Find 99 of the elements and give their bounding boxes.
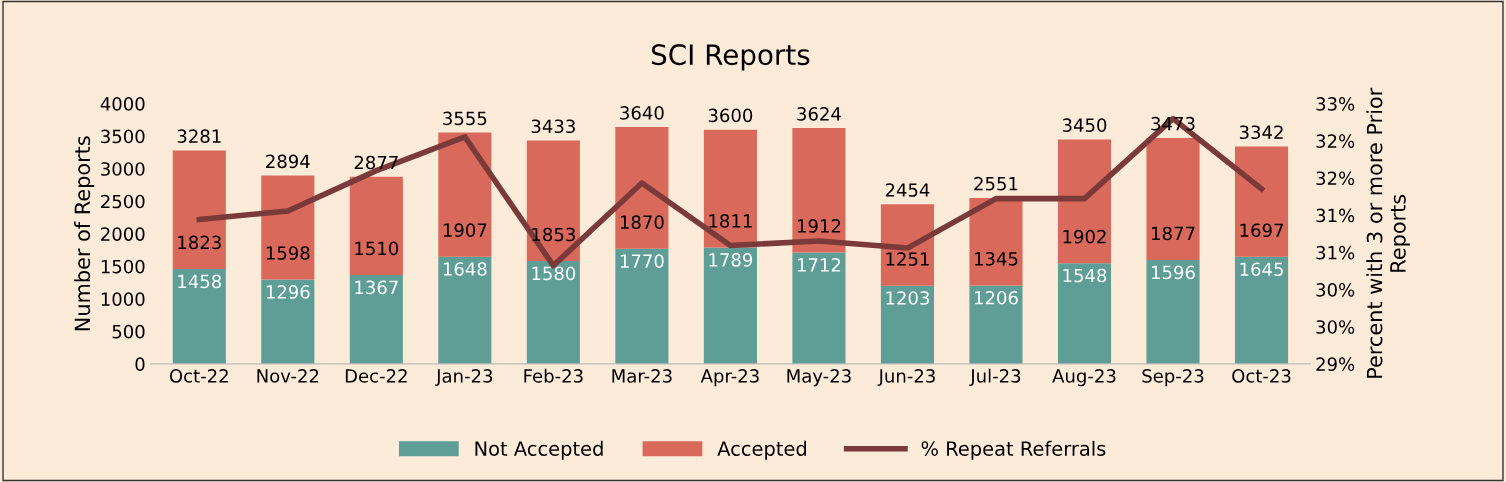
- data-label: 1596: [1152, 265, 1195, 280]
- y-tick-label: 500: [112, 324, 145, 339]
- data-label: 1912: [797, 219, 841, 233]
- data-label: 1811: [709, 214, 752, 228]
- y2-tick-label: 32%: [1316, 134, 1355, 148]
- data-label: 1580: [532, 266, 576, 281]
- data-label: 1712: [797, 258, 841, 272]
- bar: [172, 150, 226, 270]
- bar: [261, 279, 315, 364]
- bar: [526, 140, 580, 262]
- bar: [438, 132, 492, 257]
- x-tick-label: Jan-23: [435, 369, 493, 387]
- x-tick-label: Jun-23: [877, 369, 935, 387]
- bar: [1146, 260, 1200, 364]
- data-label: 1645: [1240, 262, 1283, 277]
- total-label: 3555: [443, 111, 487, 126]
- total-label: 3640: [620, 106, 664, 120]
- total-label: 2877: [354, 155, 398, 170]
- y-tick-label: 0: [135, 357, 145, 372]
- total-label: 3450: [1062, 118, 1107, 133]
- total-label: 3624: [797, 107, 841, 121]
- bar: [261, 175, 315, 280]
- x-tick-label: May-23: [787, 369, 851, 387]
- data-label: 1648: [443, 262, 487, 276]
- bar: [349, 274, 403, 364]
- x-tick-label: Feb-23: [524, 368, 583, 383]
- legend-label: Not Accepted: [475, 440, 603, 460]
- chart-title: SCI Reports: [651, 44, 810, 71]
- y2-tick-label: 31%: [1316, 245, 1355, 260]
- y2-tick-label: 31%: [1316, 208, 1355, 223]
- y2-tick-label: 29%: [1316, 357, 1355, 372]
- x-tick-label: Sep-23: [1142, 369, 1204, 387]
- legend-label: % Repeat Referrals: [921, 440, 1106, 460]
- data-label: 1770: [620, 254, 664, 268]
- data-label: 1206: [974, 290, 1018, 305]
- x-tick-label: Dec-22: [345, 369, 407, 383]
- x-tick-label: Oct-22: [169, 369, 228, 383]
- data-label: 1510: [355, 241, 399, 256]
- total-label: 2894: [266, 154, 310, 169]
- data-label: 1548: [1063, 268, 1107, 283]
- total-label: 2454: [885, 183, 930, 197]
- y2-axis-title: Percent with 3 or more Prior Reports: [1366, 87, 1410, 378]
- y-tick-label: 1000: [101, 292, 145, 306]
- bar: [703, 129, 757, 248]
- bar: [792, 252, 846, 364]
- bar: [969, 197, 1023, 286]
- data-label: 1367: [355, 280, 398, 295]
- bar: [438, 256, 492, 364]
- y-tick-label: 3500: [101, 129, 145, 144]
- data-label: 1598: [266, 246, 310, 260]
- data-label: 1877: [1152, 226, 1195, 241]
- y-tick-label: 4000: [100, 97, 145, 111]
- y2-tick-label: 32%: [1316, 171, 1355, 186]
- bar: [880, 285, 935, 364]
- bar: [1057, 139, 1112, 264]
- bar: [792, 128, 846, 253]
- y2-tick-label: 30%: [1316, 282, 1355, 297]
- total-label: 2551: [974, 176, 1018, 191]
- y2-tick-label: 30%: [1316, 320, 1355, 334]
- y-tick-label: 2000: [101, 227, 145, 241]
- data-label: 1870: [620, 215, 664, 229]
- x-tick-label: Jul-23: [969, 368, 1021, 387]
- data-label: 1789: [709, 253, 753, 267]
- x-tick-label: Nov-22: [257, 369, 319, 383]
- data-label: 1853: [532, 227, 575, 242]
- total-label: 3281: [177, 129, 221, 144]
- bar: [1234, 146, 1289, 257]
- data-label: 1296: [266, 285, 310, 299]
- bar: [1146, 137, 1200, 261]
- data-label: 1251: [886, 252, 929, 266]
- x-tick-label: Apr-23: [700, 369, 759, 387]
- y-axis-title: Number of Reports: [74, 136, 95, 331]
- bar: [969, 285, 1023, 364]
- data-label: 1345: [974, 252, 1018, 266]
- data-label: 1203: [886, 291, 929, 305]
- bar: [349, 176, 403, 275]
- data-label: 1458: [178, 274, 222, 289]
- bar: [703, 247, 757, 364]
- y2-tick-label: 33%: [1316, 97, 1355, 111]
- x-tick-label: Mar-23: [612, 369, 672, 383]
- total-label: 3433: [531, 119, 575, 134]
- legend-label: Accepted: [717, 440, 806, 460]
- x-tick-label: Oct-23: [1232, 369, 1291, 383]
- bar: [615, 248, 669, 364]
- bar: [1057, 263, 1112, 364]
- y-tick-label: 3000: [101, 162, 145, 176]
- bar: [172, 269, 226, 364]
- data-label: 1902: [1063, 229, 1106, 244]
- data-label: 1697: [1240, 223, 1283, 238]
- bar: [526, 261, 580, 364]
- y-tick-label: 1500: [101, 259, 145, 274]
- x-tick-label: Aug-23: [1052, 369, 1116, 387]
- total-label: 3600: [708, 108, 753, 123]
- total-label: 3342: [1239, 125, 1283, 140]
- bar: [1234, 256, 1289, 364]
- data-label: 1823: [178, 235, 221, 250]
- y-tick-label: 2500: [101, 194, 145, 209]
- bar: [615, 127, 669, 249]
- data-label: 1907: [443, 223, 487, 237]
